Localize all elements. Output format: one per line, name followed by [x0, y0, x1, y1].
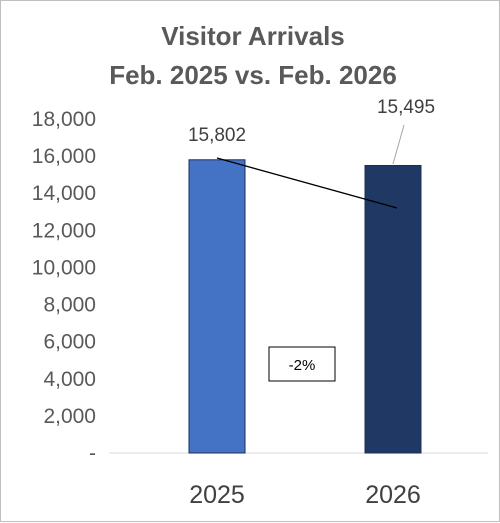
data-label: 15,802: [188, 125, 246, 146]
y-tick-label: 16,000: [32, 145, 96, 168]
x-axis: 2025 2026: [189, 481, 421, 509]
y-tick-label: 2,000: [43, 405, 96, 428]
chart-title: Visitor Arrivals: [161, 21, 345, 51]
change-annotation-box: [268, 346, 336, 382]
bars-group: [188, 159, 422, 454]
trend-line: [216, 157, 398, 209]
y-tick-label: 10,000: [32, 256, 96, 279]
chart-subtitle: Feb. 2025 vs. Feb. 2026: [109, 60, 397, 90]
x-tick-label: 2026: [365, 481, 421, 509]
data-label-leader-line: [392, 124, 405, 165]
y-tick-label: 4,000: [43, 368, 96, 391]
x-tick-label: 2025: [189, 481, 245, 509]
y-tick-label: 12,000: [32, 219, 96, 242]
data-label: 15,495: [377, 97, 435, 118]
y-tick-label: 18,000: [32, 108, 96, 131]
y-tick-label: 6,000: [43, 331, 96, 354]
y-tick-label: 8,000: [43, 294, 96, 317]
y-axis: - 2,000 4,000 6,000 8,000 10,000 12,000 14,000 1…: [32, 108, 96, 465]
data-labels: 15,802 15,495: [188, 97, 435, 165]
bar-2026: [364, 164, 422, 454]
y-tick-label: -: [89, 442, 96, 465]
y-tick-label: 14,000: [32, 182, 96, 205]
bar-2025: [188, 159, 246, 454]
change-annotation: -2%: [289, 357, 316, 374]
